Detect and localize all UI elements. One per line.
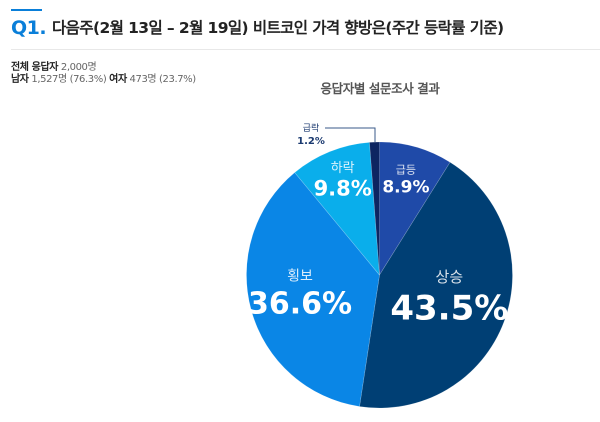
question-title: 다음주(2월 13일 – 2월 19일) 비트코인 가격 향방은(주간 등락률 … (52, 19, 504, 37)
slice-category-label: 급등 (396, 164, 416, 177)
slice-category-label: 하락 (331, 161, 355, 176)
leader-line (325, 127, 376, 142)
female-value: 473명 (23.7%) (129, 74, 197, 85)
pie-slice-0 (379, 141, 451, 277)
total-value: 2,000명 (60, 62, 97, 73)
slice-value-label: 9.8% (314, 176, 372, 200)
pie-slice-1 (359, 161, 513, 409)
slice-value-label: 8.9% (382, 177, 429, 197)
pie-slice-2 (246, 172, 380, 407)
question-accent-bar (11, 9, 42, 11)
question-number: Q1. (11, 17, 47, 39)
pie-slice-4 (369, 141, 380, 276)
slice-category-label: 상승 (436, 268, 464, 286)
male-label: 남자 (11, 74, 29, 85)
respondent-total-line: 전체 응답자 2,000명 (11, 62, 196, 74)
respondent-gender-line: 남자 1,527명 (76.3%) 여자 473명 (23.7%) (11, 74, 196, 86)
slice-value-label: 43.5% (390, 289, 508, 329)
slice-value-label: 36.6% (248, 287, 352, 322)
pie-slice-3 (294, 142, 380, 276)
slice-category-label: 급락 (303, 122, 320, 134)
female-label: 여자 (109, 74, 127, 85)
header-divider (11, 49, 600, 50)
respondent-info: 전체 응답자 2,000명 남자 1,527명 (76.3%) 여자 473명 … (11, 62, 196, 86)
chart-title: 응답자별 설문조사 결과 (320, 81, 440, 96)
slice-value-label: 1.2% (297, 136, 325, 147)
slice-category-label: 횡보 (287, 269, 313, 285)
total-label: 전체 응답자 (11, 62, 59, 73)
male-value: 1,527명 (76.3%) (31, 74, 107, 85)
